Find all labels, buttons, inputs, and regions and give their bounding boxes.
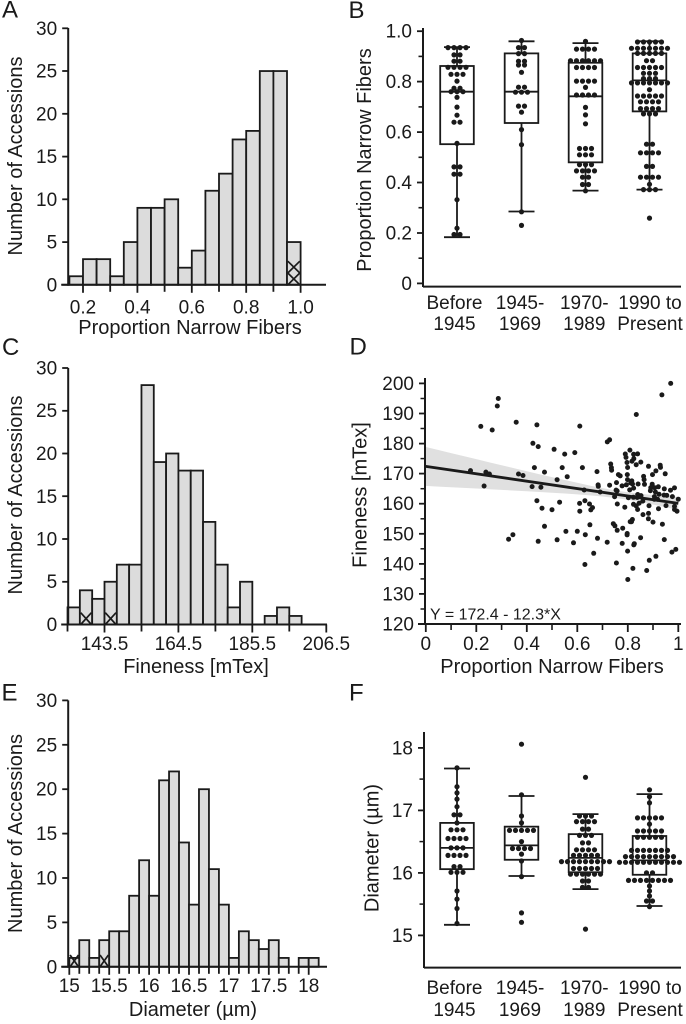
svg-text:16: 16 xyxy=(139,976,160,997)
svg-text:1945: 1945 xyxy=(433,1000,475,1021)
svg-text:15: 15 xyxy=(36,824,57,845)
svg-text:17: 17 xyxy=(392,801,413,822)
svg-text:0.2: 0.2 xyxy=(70,298,96,319)
svg-text:B: B xyxy=(349,0,365,24)
svg-text:Number of Accessions: Number of Accessions xyxy=(5,396,27,595)
svg-text:1990 to: 1990 to xyxy=(618,978,681,999)
svg-text:170: 170 xyxy=(382,464,414,485)
svg-text:180: 180 xyxy=(382,434,414,455)
svg-text:16: 16 xyxy=(392,863,413,884)
svg-text:Before: Before xyxy=(427,978,483,999)
svg-text:0.6: 0.6 xyxy=(386,123,412,144)
svg-text:20: 20 xyxy=(36,780,57,801)
svg-text:18: 18 xyxy=(298,976,319,997)
svg-text:190: 190 xyxy=(382,404,414,425)
svg-text:Before: Before xyxy=(427,293,483,314)
svg-text:1990 to: 1990 to xyxy=(618,293,681,314)
svg-text:1970-: 1970- xyxy=(560,978,609,999)
svg-text:150: 150 xyxy=(382,524,414,545)
svg-text:5: 5 xyxy=(47,572,58,593)
svg-text:15: 15 xyxy=(392,926,413,947)
svg-text:15: 15 xyxy=(36,147,57,168)
svg-text:0.2: 0.2 xyxy=(463,634,489,655)
svg-text:143.5: 143.5 xyxy=(81,634,129,655)
svg-text:130: 130 xyxy=(382,584,414,605)
svg-text:Proportion Narrow Fibers: Proportion Narrow Fibers xyxy=(440,656,663,678)
svg-text:1: 1 xyxy=(673,634,684,655)
svg-text:0: 0 xyxy=(401,274,412,295)
svg-text:30: 30 xyxy=(36,359,57,380)
svg-text:30: 30 xyxy=(36,691,57,712)
svg-text:0.8: 0.8 xyxy=(386,72,412,93)
svg-text:Diameter (µm): Diameter (µm) xyxy=(362,784,384,912)
svg-text:Present: Present xyxy=(617,1000,683,1021)
svg-text:0.8: 0.8 xyxy=(233,298,259,319)
svg-text:15: 15 xyxy=(36,487,57,508)
svg-text:25: 25 xyxy=(36,62,57,83)
svg-text:Number of Accessions: Number of Accessions xyxy=(5,57,27,256)
svg-text:206.5: 206.5 xyxy=(303,634,351,655)
svg-text:A: A xyxy=(2,0,18,24)
svg-text:0.6: 0.6 xyxy=(564,634,590,655)
svg-text:1945-: 1945- xyxy=(496,978,545,999)
svg-text:25: 25 xyxy=(36,735,57,756)
svg-text:1989: 1989 xyxy=(563,1000,605,1021)
svg-text:10: 10 xyxy=(36,869,57,890)
svg-text:Proportion Narrow Fibers: Proportion Narrow Fibers xyxy=(354,48,376,271)
svg-text:140: 140 xyxy=(382,554,414,575)
svg-text:25: 25 xyxy=(36,401,57,422)
svg-text:5: 5 xyxy=(47,913,58,934)
svg-text:1.0: 1.0 xyxy=(287,298,313,319)
svg-text:0: 0 xyxy=(421,634,432,655)
svg-text:1.0: 1.0 xyxy=(386,22,412,43)
svg-text:0.6: 0.6 xyxy=(179,298,205,319)
svg-text:0.2: 0.2 xyxy=(386,224,412,245)
svg-text:18: 18 xyxy=(392,738,413,759)
svg-text:Number of Accessions: Number of Accessions xyxy=(5,734,27,933)
svg-text:1945: 1945 xyxy=(433,314,475,335)
svg-text:0.4: 0.4 xyxy=(124,298,151,319)
svg-text:5: 5 xyxy=(47,233,58,254)
svg-text:185.5: 185.5 xyxy=(229,634,277,655)
svg-text:15: 15 xyxy=(59,976,80,997)
svg-text:1970-: 1970- xyxy=(560,293,609,314)
svg-text:Fineness [mTex]: Fineness [mTex] xyxy=(350,422,372,568)
svg-text:Diameter (µm): Diameter (µm) xyxy=(129,999,257,1021)
svg-text:Proportion Narrow Fibers: Proportion Narrow Fibers xyxy=(78,317,301,339)
svg-text:1969: 1969 xyxy=(499,1000,541,1021)
svg-text:16.5: 16.5 xyxy=(171,976,208,997)
svg-text:20: 20 xyxy=(36,444,57,465)
svg-text:200: 200 xyxy=(382,374,414,395)
svg-text:1989: 1989 xyxy=(563,314,605,335)
svg-text:C: C xyxy=(2,334,19,361)
svg-text:0: 0 xyxy=(47,615,58,636)
svg-text:15.5: 15.5 xyxy=(91,976,128,997)
svg-text:0.8: 0.8 xyxy=(615,634,641,655)
svg-text:10: 10 xyxy=(36,190,57,211)
svg-text:160: 160 xyxy=(382,494,414,515)
svg-text:Present: Present xyxy=(617,314,683,335)
svg-text:Fineness [mTex]: Fineness [mTex] xyxy=(123,656,269,678)
svg-text:10: 10 xyxy=(36,530,57,551)
svg-text:0: 0 xyxy=(47,957,58,978)
svg-text:17: 17 xyxy=(218,976,239,997)
svg-text:Y = 172.4 - 12.3*X: Y = 172.4 - 12.3*X xyxy=(430,607,561,624)
svg-text:0: 0 xyxy=(47,275,58,296)
svg-text:F: F xyxy=(349,680,364,707)
svg-text:0.4: 0.4 xyxy=(514,634,541,655)
svg-text:0.4: 0.4 xyxy=(386,173,413,194)
svg-text:E: E xyxy=(2,680,18,707)
svg-text:30: 30 xyxy=(36,19,57,40)
svg-text:120: 120 xyxy=(382,615,414,636)
svg-text:1945-: 1945- xyxy=(496,293,545,314)
svg-text:D: D xyxy=(350,334,367,361)
svg-text:1969: 1969 xyxy=(499,314,541,335)
svg-text:17.5: 17.5 xyxy=(250,976,287,997)
svg-text:164.5: 164.5 xyxy=(155,634,203,655)
svg-text:20: 20 xyxy=(36,104,57,125)
